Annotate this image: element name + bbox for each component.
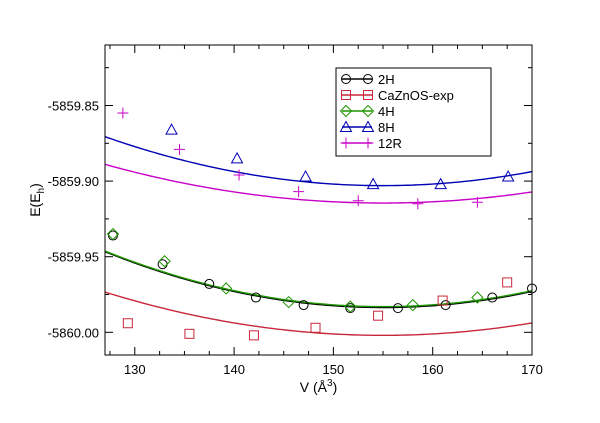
series-line-12r bbox=[104, 163, 533, 204]
legend-marker-2h bbox=[363, 74, 373, 84]
legend-label-caznos-exp: CaZnOS-exp bbox=[378, 88, 454, 103]
y-tick-label: -5859.85 bbox=[48, 98, 99, 113]
legend-marker-4h bbox=[361, 104, 375, 118]
y-axis-label-base: E(E bbox=[27, 193, 43, 216]
data-point-8h bbox=[366, 177, 380, 190]
data-point-4h bbox=[406, 298, 420, 312]
data-point-4h bbox=[282, 295, 295, 309]
data-point-8h bbox=[501, 170, 515, 182]
x-axis-label: V (Å3) bbox=[300, 378, 337, 395]
x-tick-label: 150 bbox=[323, 362, 345, 377]
y-tick-label: -5859.90 bbox=[48, 174, 99, 189]
x-tick-label: 160 bbox=[422, 362, 444, 377]
data-point-2h bbox=[298, 300, 309, 311]
y-axis-label: E(Eh) bbox=[27, 183, 47, 217]
plot-frame bbox=[104, 44, 533, 356]
legend-label-4h: 4H bbox=[378, 104, 395, 119]
data-point-8h bbox=[165, 123, 178, 135]
data-point-4h bbox=[471, 291, 484, 304]
data-markers bbox=[106, 107, 537, 341]
data-point-4h bbox=[344, 300, 357, 313]
x-axis-label-base: V (Å bbox=[300, 379, 328, 395]
data-point-2h bbox=[345, 303, 356, 314]
legend-marker-8h bbox=[339, 120, 353, 132]
data-point-caznos-exp bbox=[373, 310, 384, 321]
data-point-caznos-exp bbox=[437, 295, 448, 306]
data-point-8h bbox=[434, 177, 447, 190]
data-point-2h bbox=[107, 230, 118, 241]
data-point-12r bbox=[471, 196, 483, 208]
data-point-12r bbox=[173, 143, 185, 155]
data-point-2h bbox=[204, 278, 215, 289]
series-line-caznos-exp bbox=[104, 291, 533, 337]
y-axis-label-end: ) bbox=[27, 183, 43, 188]
y-axis-label-sub: h bbox=[36, 188, 47, 194]
legend-label-8h: 8H bbox=[378, 120, 395, 135]
legend-marker-8h bbox=[361, 120, 375, 132]
data-point-12r bbox=[293, 186, 305, 198]
data-point-12r bbox=[352, 195, 364, 207]
data-point-8h bbox=[230, 151, 244, 164]
legend-marker-caznos-exp bbox=[341, 90, 351, 100]
data-point-2h bbox=[392, 303, 403, 314]
data-point-caznos-exp bbox=[122, 318, 133, 329]
data-point-4h bbox=[158, 255, 171, 268]
series-line-8h bbox=[104, 136, 533, 187]
legend-marker-4h bbox=[339, 104, 353, 118]
y-tick-label: -5859.95 bbox=[48, 250, 99, 265]
data-point-caznos-exp bbox=[184, 328, 195, 339]
legend-marker-12r bbox=[362, 137, 374, 149]
data-point-caznos-exp bbox=[248, 330, 259, 341]
data-point-12r bbox=[233, 169, 245, 181]
series-line-2h bbox=[104, 251, 533, 309]
data-point-12r bbox=[412, 198, 424, 210]
x-tick-label: 170 bbox=[521, 362, 543, 377]
data-point-4h bbox=[106, 227, 120, 241]
fit-curves bbox=[104, 136, 533, 337]
x-axis-label-end: ) bbox=[333, 379, 338, 395]
data-point-12r bbox=[117, 107, 129, 119]
x-axis-label-sup: 3 bbox=[327, 378, 333, 389]
x-tick-label: 140 bbox=[223, 362, 245, 377]
legend-label-2h: 2H bbox=[378, 72, 395, 87]
data-point-8h bbox=[299, 170, 312, 182]
data-point-4h bbox=[219, 282, 233, 295]
data-point-2h bbox=[250, 292, 261, 303]
x-axis-ticks: 130 140 150 160 170 bbox=[109, 45, 543, 377]
x-tick-label: 130 bbox=[124, 362, 146, 377]
legend-marker-2h bbox=[341, 74, 351, 84]
data-point-caznos-exp bbox=[310, 322, 321, 333]
y-axis-ticks: -5860.00 -5859.95 -5859.90 -5859.85 bbox=[48, 67, 532, 340]
legend-label-12r: 12R bbox=[378, 136, 402, 151]
data-point-caznos-exp bbox=[502, 277, 513, 288]
legend-marker-caznos-exp bbox=[363, 90, 373, 100]
y-tick-label: -5860.00 bbox=[48, 325, 99, 340]
legend-box bbox=[335, 67, 492, 157]
legend-marker-12r bbox=[340, 137, 352, 149]
series-line-4h bbox=[104, 250, 533, 308]
data-point-2h bbox=[487, 292, 498, 303]
